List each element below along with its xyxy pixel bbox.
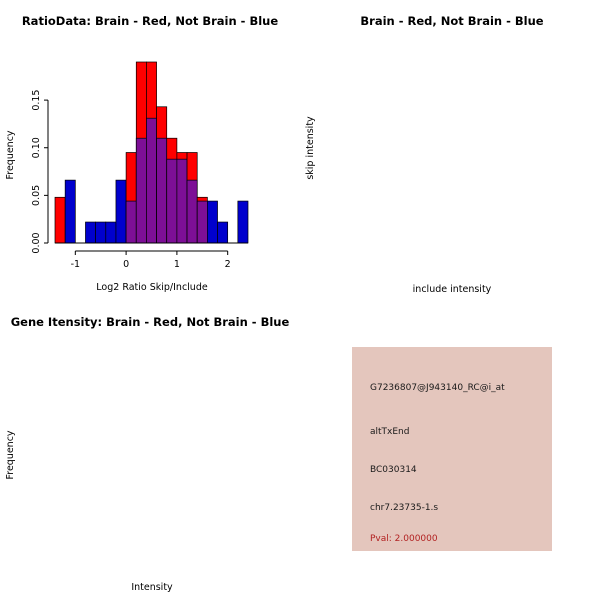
gene-info-box: G7236807@J943140_RC@i_at altTxEnd BC0303… [352, 347, 552, 551]
probe-id-text: G7236807@J943140_RC@i_at [370, 383, 505, 393]
histogram-bar [85, 221, 96, 244]
histogram-bar [237, 200, 249, 244]
histogram-bar [64, 179, 76, 244]
histogram-bar-overlap [196, 200, 208, 244]
ratio-histogram-axes: 0.00 0.05 0.10 0.15 -1 0 1 2 [31, 90, 248, 270]
ratio-histogram-panel: RatioData: Brain - Red, Not Brain - Blue… [0, 0, 300, 300]
tick-label: 0.05 [31, 185, 42, 206]
histogram-bar [207, 200, 218, 244]
ratio-histogram-bars [54, 61, 249, 244]
intensity-histogram-ylabel: Frequency [5, 430, 16, 479]
histogram-bar-overlap [146, 117, 157, 244]
scatter-title: Brain - Red, Not Brain - Blue [360, 14, 543, 28]
locus-text: chr7.23735-1.s [370, 503, 439, 513]
scatter-panel: Brain - Red, Not Brain - Blue skip inten… [300, 0, 600, 300]
tick-label: 1 [174, 259, 180, 270]
histogram-bar [115, 179, 127, 244]
histogram-bar-overlap [186, 179, 198, 244]
ratio-histogram-svg: RatioData: Brain - Red, Not Brain - Blue… [5, 14, 279, 293]
ratio-histogram-ylabel: Frequency [5, 130, 16, 179]
tick-label: 2 [225, 259, 231, 270]
gene-info-panel: G7236807@J943140_RC@i_at altTxEnd BC0303… [300, 300, 600, 600]
histogram-bar-overlap [135, 137, 147, 244]
histogram-bar [54, 196, 66, 244]
histogram-bar [217, 221, 229, 244]
scatter-ylabel: skip intensity [305, 116, 316, 180]
tick-label: 0.10 [31, 137, 42, 158]
histogram-bar [105, 221, 117, 244]
ratio-histogram-title: RatioData: Brain - Red, Not Brain - Blue [22, 14, 279, 28]
intensity-histogram-svg: Gene Itensity: Brain - Red, Not Brain - … [5, 315, 290, 593]
tick-label: 0 [123, 259, 129, 270]
pval-text: Pval: 2.000000 [370, 534, 438, 544]
intensity-histogram-title: Gene Itensity: Brain - Red, Not Brain - … [11, 315, 290, 329]
histogram-bar-overlap [156, 137, 168, 244]
intensity-histogram-xlabel: Intensity [131, 582, 173, 593]
scatter-svg: Brain - Red, Not Brain - Blue skip inten… [305, 14, 544, 295]
histogram-bar-overlap [176, 158, 188, 244]
scatter-xlabel: include intensity [413, 284, 492, 295]
histogram-bar-overlap [125, 200, 137, 244]
histogram-bar-overlap [166, 158, 178, 244]
tick-label: -1 [71, 259, 80, 270]
ratio-histogram-xlabel: Log2 Ratio Skip/Include [96, 282, 208, 293]
intensity-histogram-panel: Gene Itensity: Brain - Red, Not Brain - … [0, 300, 300, 600]
event-type-text: altTxEnd [370, 427, 410, 437]
tick-label: 0.00 [31, 232, 42, 253]
accession-text: BC030314 [370, 465, 417, 475]
tick-label: 0.15 [31, 90, 42, 111]
histogram-bar [95, 221, 107, 244]
